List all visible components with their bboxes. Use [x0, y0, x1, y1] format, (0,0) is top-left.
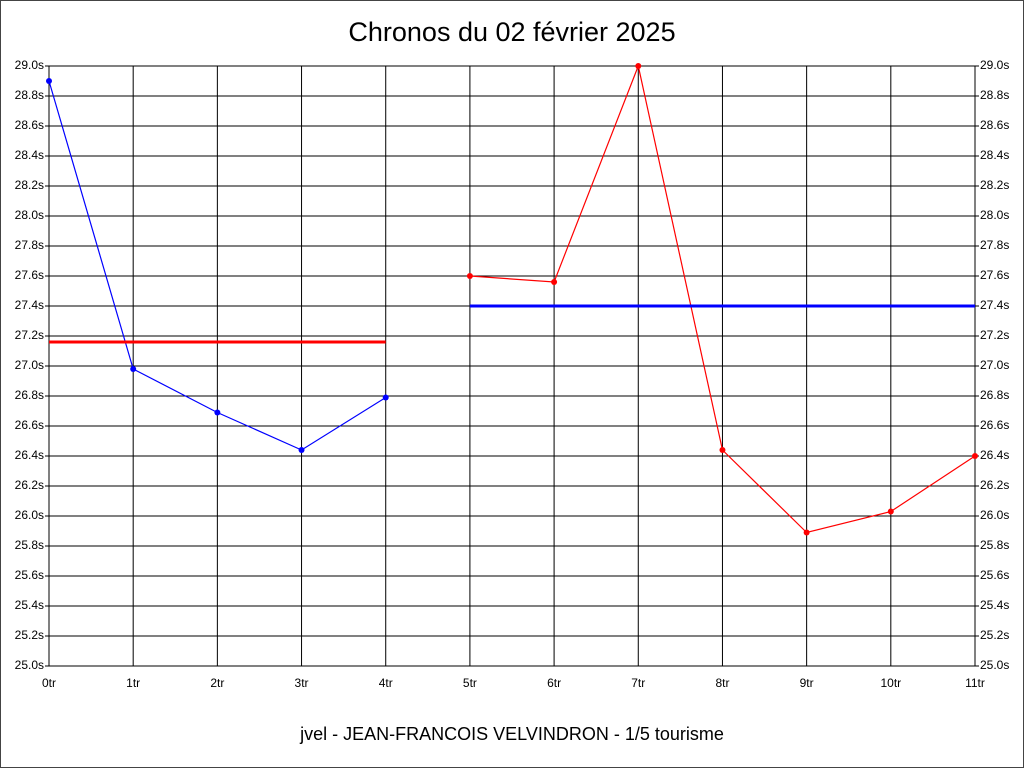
y-tick-label: 25.2s — [15, 628, 44, 642]
x-tick-label: 4tr — [379, 676, 393, 690]
y-tick-label: 25.8s — [15, 538, 44, 552]
y2-tick-label: 26.6s — [980, 418, 1009, 432]
x-tick-label: 8tr — [715, 676, 729, 690]
point — [382, 394, 389, 401]
x-tick-label: 10tr — [880, 676, 901, 690]
chart-title: Chronos du 02 février 2025 — [348, 17, 675, 47]
y2-tick-label: 26.0s — [980, 508, 1009, 522]
x-tick-label: 2tr — [210, 676, 224, 690]
x-tick-label: 3tr — [295, 676, 309, 690]
y-tick-label: 28.8s — [15, 88, 44, 102]
y2-tick-label: 27.8s — [980, 238, 1009, 252]
y-tick-label: 27.0s — [15, 358, 44, 372]
x-tick-label: 9tr — [800, 676, 814, 690]
y2-tick-label: 27.4s — [980, 298, 1009, 312]
y2-tick-label: 25.0s — [980, 658, 1009, 672]
y-tick-label: 27.6s — [15, 268, 44, 282]
point — [635, 63, 642, 69]
x-tick-label: 5tr — [463, 676, 477, 690]
y2-tick-label: 26.2s — [980, 478, 1009, 492]
y2-tick-label: 28.2s — [980, 178, 1009, 192]
y2-tick-label: 25.2s — [980, 628, 1009, 642]
y2-tick-label: 28.0s — [980, 208, 1009, 222]
y2-tick-label: 27.6s — [980, 268, 1009, 282]
point — [551, 279, 558, 285]
point — [719, 447, 726, 453]
point — [214, 409, 221, 416]
y2-tick-label: 29.0s — [980, 58, 1009, 72]
chart-footer: jvel - JEAN-FRANCOIS VELVINDRON - 1/5 to… — [299, 724, 724, 744]
y-tick-label: 26.6s — [15, 418, 44, 432]
y-tick-label: 25.0s — [15, 658, 44, 672]
point — [46, 78, 52, 84]
point — [130, 366, 137, 372]
x-tick-label: 11tr — [965, 676, 985, 690]
y2-tick-label: 27.2s — [980, 328, 1009, 342]
y2-tick-label: 26.4s — [980, 448, 1009, 462]
y2-tick-label: 25.6s — [980, 568, 1009, 582]
y-tick-label: 26.2s — [15, 478, 44, 492]
y-tick-label: 26.4s — [15, 448, 44, 462]
y2-tick-label: 28.8s — [980, 88, 1009, 102]
y2-tick-label: 28.6s — [980, 118, 1009, 132]
y2-tick-label: 27.0s — [980, 358, 1009, 372]
y-tick-label: 28.0s — [15, 208, 44, 222]
y2-tick-label: 25.8s — [980, 538, 1009, 552]
y-tick-label: 27.4s — [15, 298, 44, 312]
y2-tick-label: 25.4s — [980, 598, 1009, 612]
y2-tick-label: 26.8s — [980, 388, 1009, 402]
y2-tick-label: 28.4s — [980, 148, 1009, 162]
point — [972, 453, 978, 459]
point — [298, 447, 305, 453]
y-tick-label: 28.6s — [15, 118, 44, 132]
y-tick-label: 26.0s — [15, 508, 44, 522]
point — [466, 273, 473, 279]
y-tick-label: 25.4s — [15, 598, 44, 612]
y-tick-label: 28.2s — [15, 178, 44, 192]
x-tick-label: 0tr — [42, 676, 56, 690]
point — [887, 508, 894, 515]
y-tick-label: 29.0s — [15, 58, 44, 72]
x-tick-label: 6tr — [547, 676, 561, 690]
x-tick-label: 1tr — [126, 676, 140, 690]
x-tick-label: 7tr — [631, 676, 645, 690]
y-tick-label: 25.6s — [15, 568, 44, 582]
point — [803, 529, 810, 536]
y-tick-label: 26.8s — [15, 388, 44, 402]
y-tick-label: 27.8s — [15, 238, 44, 252]
y-tick-label: 28.4s — [15, 148, 44, 162]
y-tick-label: 27.2s — [15, 328, 44, 342]
plot-frame — [48, 65, 976, 667]
